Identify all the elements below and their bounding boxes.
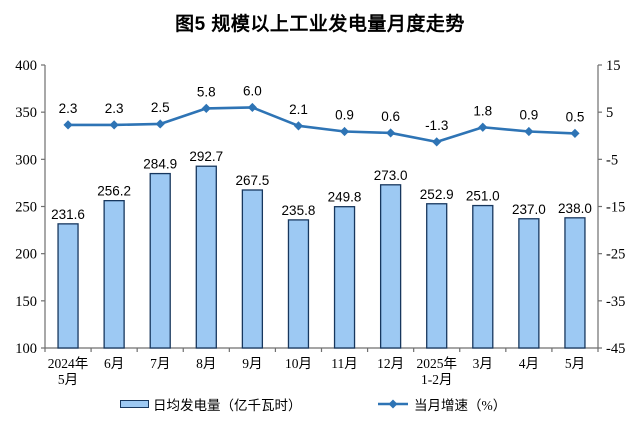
bar [426, 203, 448, 349]
bar-value-label: 231.6 [51, 207, 85, 222]
x-axis-category-label: 2024年 [48, 356, 89, 371]
left-axis-tick-label: 200 [15, 247, 37, 263]
bar [103, 200, 125, 349]
bar-value-label: 235.8 [282, 203, 316, 218]
bar-value-label: 249.8 [328, 190, 362, 205]
line-value-label: 0.9 [519, 108, 538, 123]
left-axis-tick-label: 250 [15, 200, 37, 216]
left-axis-tick-label: 350 [15, 105, 37, 121]
x-axis-category-label: 11月 [331, 356, 358, 371]
bar-series-swatch-icon [120, 400, 149, 408]
x-axis-category-label: 1-2月 [421, 372, 453, 387]
bar [287, 219, 310, 349]
chart-legend: 日均发电量（亿千瓦时） 当月增速（%） [0, 393, 640, 417]
x-axis-category-label: 6月 [104, 356, 124, 371]
right-axis-tick-label: 5 [606, 105, 613, 121]
bar-value-label: 252.9 [420, 187, 454, 202]
bar-value-label: 267.5 [235, 173, 269, 188]
line-value-label: -1.3 [425, 118, 448, 133]
x-axis-category-label: 10月 [285, 356, 312, 371]
line-marker-diamond-icon [293, 121, 304, 131]
line-value-label: 0.6 [381, 109, 400, 124]
bar-value-label: 292.7 [189, 149, 223, 164]
line-value-label: 0.5 [566, 109, 585, 124]
bar [241, 189, 264, 349]
line-marker-diamond-icon [109, 120, 119, 130]
bar [333, 206, 356, 349]
line-value-label: 6.0 [243, 83, 262, 98]
line-marker-diamond-icon [386, 128, 396, 138]
legend-label-bar-series: 日均发电量（亿千瓦时） [153, 398, 302, 413]
line-marker-diamond-icon [570, 128, 580, 138]
x-axis-category-label: 4月 [519, 356, 539, 371]
line-value-label: 2.3 [59, 101, 78, 116]
bar [564, 217, 586, 349]
line-value-label: 2.1 [289, 102, 308, 117]
bar [195, 165, 217, 349]
line-marker-diamond-icon [524, 126, 534, 137]
bar [149, 172, 171, 349]
x-axis-category-label: 8月 [196, 356, 216, 371]
x-axis-category-label: 9月 [242, 356, 262, 371]
right-axis-tick-label: -45 [606, 341, 625, 357]
right-axis-tick-label: -25 [606, 247, 625, 263]
chart-title: 图5 规模以上工业发电量月度走势 [175, 14, 465, 35]
line-marker-diamond-icon [432, 137, 442, 147]
legend-item-bar-series: 日均发电量（亿千瓦时） [120, 393, 302, 415]
line-series-path [68, 106, 576, 144]
line-value-label: 2.3 [105, 101, 124, 116]
line-marker-diamond-icon [201, 103, 211, 113]
left-axis-tick-label: 400 [15, 58, 37, 74]
line-marker-diamond-icon [155, 119, 165, 129]
bar-value-label: 251.0 [466, 189, 500, 204]
x-axis-category-label: 5月 [58, 372, 78, 387]
legend-label-line-series: 当月增速（%） [414, 398, 507, 413]
bar-value-label: 237.0 [512, 202, 546, 217]
bar [518, 218, 540, 349]
line-marker-diamond-icon [478, 122, 488, 132]
right-axis-tick-label: -15 [606, 200, 625, 216]
line-series-swatch-icon [378, 399, 408, 409]
bar-value-label: 273.0 [374, 168, 408, 183]
bar [57, 223, 79, 349]
line-value-label: 1.8 [473, 103, 492, 118]
left-axis-tick-label: 150 [15, 294, 37, 310]
right-axis-tick-label: -5 [606, 152, 618, 168]
bar [472, 204, 494, 349]
x-axis-category-label: 3月 [473, 356, 493, 371]
line-marker-diamond-icon [63, 120, 73, 130]
line-marker-diamond-icon [247, 102, 257, 113]
x-axis-category-label: 7月 [150, 356, 170, 371]
left-axis-tick-label: 300 [15, 152, 37, 168]
line-value-label: 0.9 [335, 108, 354, 123]
right-axis-tick-label: -35 [606, 294, 625, 310]
line-marker-diamond-icon [339, 126, 350, 137]
line-value-label: 2.5 [151, 100, 170, 115]
bar-value-label: 284.9 [143, 157, 177, 172]
x-axis-category-label: 12月 [377, 356, 404, 371]
bar [379, 184, 402, 349]
bar-value-label: 256.2 [97, 184, 131, 199]
left-axis-tick-label: 100 [15, 341, 37, 357]
line-value-label: 5.8 [197, 84, 216, 99]
right-axis-tick-label: 15 [606, 58, 621, 74]
x-axis-category-label: 2025年 [416, 356, 457, 371]
x-axis-category-label: 5月 [565, 356, 585, 371]
legend-item-line-series: 当月增速（%） [377, 393, 506, 415]
bar-value-label: 238.0 [558, 201, 592, 216]
